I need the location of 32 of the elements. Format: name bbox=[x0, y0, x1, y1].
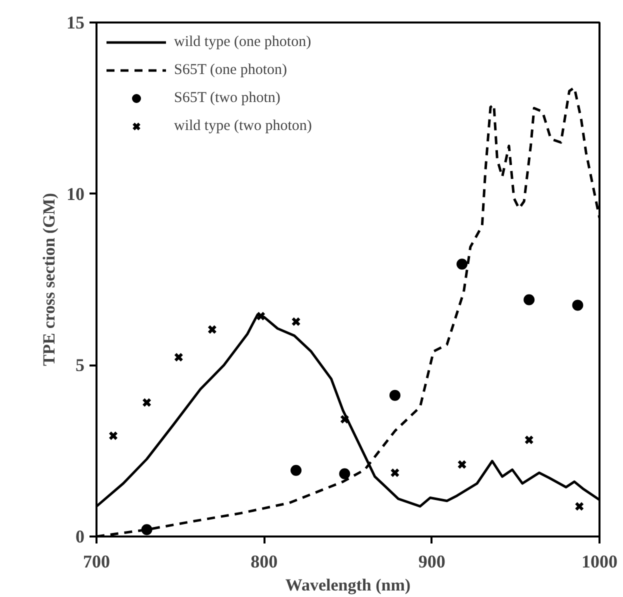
point bbox=[572, 300, 584, 311]
point bbox=[108, 431, 118, 440]
point bbox=[256, 311, 266, 321]
point bbox=[141, 524, 152, 536]
y-tick-label: 5 bbox=[76, 355, 84, 376]
legend-label: wild type (two photon) bbox=[174, 118, 312, 134]
legend-label: wild type (one photon) bbox=[174, 34, 312, 50]
legend-label: S65T (one photon) bbox=[174, 62, 288, 78]
point bbox=[574, 502, 584, 512]
y-tick-label: 15 bbox=[66, 12, 84, 32]
y-tick-label: 0 bbox=[76, 526, 84, 546]
point bbox=[142, 398, 152, 408]
y-axis-title: TPE cross section (GM) bbox=[40, 193, 58, 366]
point bbox=[340, 414, 350, 424]
point bbox=[208, 324, 217, 334]
point bbox=[291, 316, 301, 326]
point bbox=[457, 460, 467, 470]
x-axis-title: Wavelength (nm) bbox=[285, 576, 411, 594]
legend-label: S65T (two photn) bbox=[174, 90, 280, 106]
y-tick-label: 10 bbox=[66, 184, 84, 204]
point bbox=[524, 435, 534, 445]
x-tick-label: 700 bbox=[83, 552, 110, 572]
point bbox=[174, 352, 184, 362]
point bbox=[339, 468, 350, 480]
x-tick-label: 900 bbox=[418, 552, 446, 572]
point bbox=[456, 258, 468, 270]
point bbox=[524, 294, 535, 306]
point bbox=[389, 390, 400, 401]
point bbox=[290, 464, 302, 476]
x-tick-label: 800 bbox=[250, 552, 278, 572]
point bbox=[390, 468, 400, 478]
x-tick-label: 1000 bbox=[582, 552, 618, 572]
